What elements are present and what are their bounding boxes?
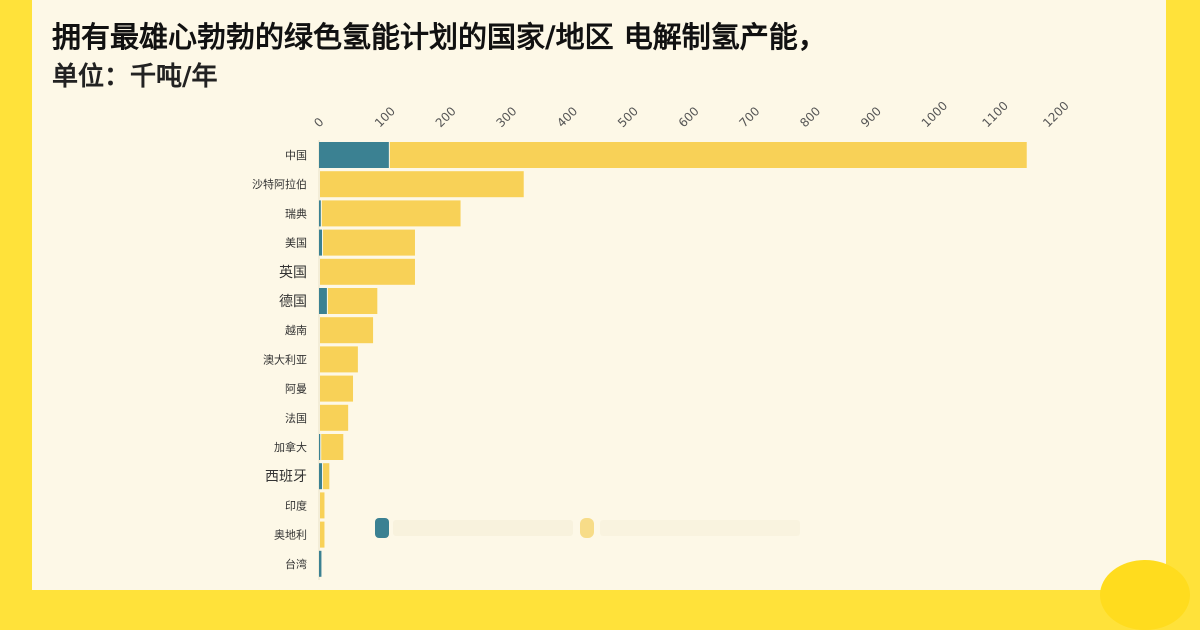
chart-subtitle: 单位：千吨/年 — [52, 62, 218, 92]
bar-series-a — [319, 463, 323, 490]
category-label: 沙特阿拉伯 — [252, 177, 307, 191]
bar-series-b — [320, 404, 349, 431]
category-label: 加拿大 — [274, 440, 307, 454]
bar-series-a — [319, 229, 323, 256]
category-label: 澳大利亚 — [263, 352, 307, 366]
legend-label-blurred-2 — [600, 520, 800, 536]
bar-series-b — [320, 492, 325, 519]
bar-series-b — [320, 171, 524, 198]
x-tick-label: 0 — [311, 115, 326, 130]
bar-series-b — [323, 229, 415, 256]
bar-series-b — [327, 288, 378, 314]
bar-series-b — [320, 317, 374, 344]
legend-swatch-series-b — [580, 518, 594, 538]
x-tick-label: 300 — [493, 104, 519, 130]
right-frame — [1166, 0, 1200, 590]
x-tick-label: 200 — [433, 104, 459, 130]
category-label: 阿曼 — [285, 383, 307, 396]
bar-series-a — [319, 142, 389, 168]
bar-series-a — [319, 550, 322, 577]
x-tick-label: 1200 — [1040, 99, 1071, 130]
bar-series-b — [320, 375, 354, 402]
bar-series-b — [320, 258, 415, 285]
bar-series-b — [389, 142, 1027, 168]
category-label: 越南 — [285, 323, 307, 337]
category-label: 奥地利 — [274, 528, 307, 542]
chart-title: 拥有最雄心勃勃的绿色氢能计划的国家/地区 电解制氢产能， — [52, 20, 827, 54]
x-tick-label: 700 — [736, 104, 762, 130]
bar-series-a — [319, 288, 327, 314]
bar-series-a — [319, 434, 321, 460]
x-tick-label: 1100 — [979, 99, 1010, 130]
legend-label-blurred — [393, 520, 573, 536]
x-tick-label: 600 — [676, 104, 702, 130]
category-label: 英国 — [279, 264, 307, 281]
category-label: 德国 — [279, 294, 307, 310]
x-tick-label: 900 — [858, 104, 884, 130]
chart-panel — [32, 0, 1166, 590]
bar-series-a — [319, 200, 321, 227]
bar-series-b — [321, 434, 344, 460]
category-label: 印度 — [285, 498, 307, 512]
x-tick-label: 400 — [554, 104, 580, 130]
category-label: 台湾 — [285, 557, 307, 571]
x-tick-label: 1000 — [919, 99, 950, 130]
category-label: 中国 — [285, 149, 307, 162]
x-tick-label: 800 — [797, 104, 823, 130]
x-tick-label: 100 — [372, 104, 398, 130]
category-label: 瑞典 — [285, 206, 307, 220]
category-label: 法国 — [285, 411, 307, 425]
bar-series-b — [320, 346, 358, 373]
category-label: 美国 — [285, 237, 307, 250]
category-label: 西班牙 — [265, 469, 307, 485]
bar-chart: 0 100 200 300 400 500 600 700 800 900 1000 1100 1200… — [252, 99, 1072, 580]
legend-swatch-series-a — [375, 518, 389, 538]
x-tick-label: 500 — [615, 104, 641, 130]
bar-series-b — [320, 521, 325, 548]
bar-series-b — [323, 463, 330, 490]
bar-series-b — [321, 200, 461, 227]
